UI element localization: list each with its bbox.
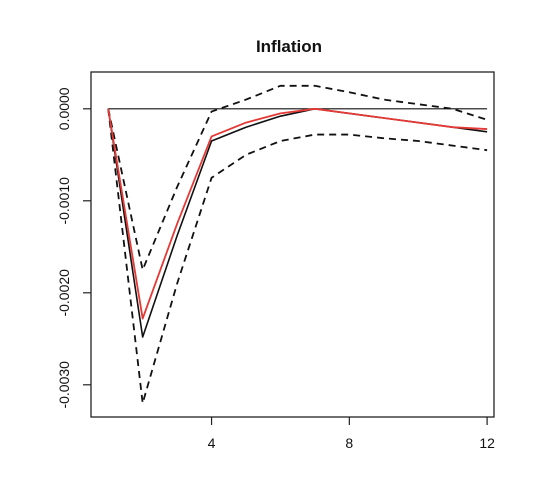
- chart-title: Inflation: [256, 37, 322, 56]
- y-tick-label: -0.0020: [56, 269, 72, 317]
- y-tick-label: -0.0030: [56, 361, 72, 409]
- series-layer: [107, 84, 488, 405]
- x-tick-label: 12: [479, 435, 495, 451]
- series-line-lower-band: [107, 108, 488, 405]
- series-line-point-estimate: [107, 107, 488, 320]
- plot-frame: [90, 71, 495, 418]
- y-tick-label: -0.0010: [56, 177, 72, 225]
- x-tick-label: 4: [208, 435, 216, 451]
- x-tick-label: 8: [345, 435, 353, 451]
- x-axis: 4 8 12: [208, 417, 495, 451]
- y-tick-label: 0.0000: [56, 87, 72, 130]
- y-axis: 0.0000 -0.0010 -0.0020 -0.0030: [56, 87, 91, 409]
- series-line-upper-band: [107, 84, 488, 271]
